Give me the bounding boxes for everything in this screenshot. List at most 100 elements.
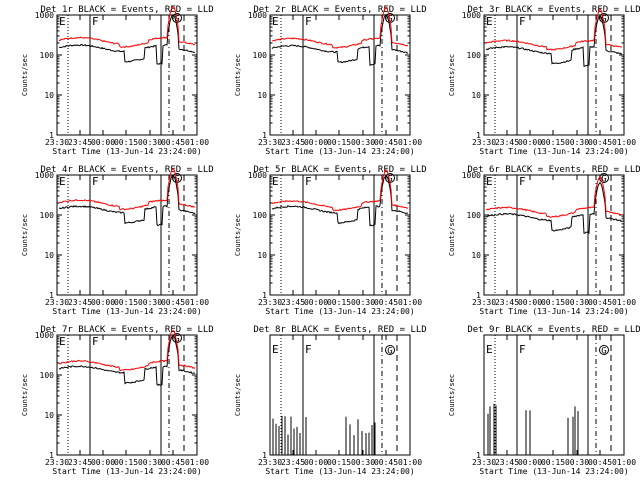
x-tick-label: 00:45 bbox=[161, 138, 185, 147]
marker-label-f: F bbox=[519, 343, 526, 356]
marker-label-e: E bbox=[59, 175, 66, 188]
y-tick-label: 1 bbox=[49, 131, 54, 140]
x-tick-label: 23:45 bbox=[281, 458, 305, 467]
x-axis-label: Start Time (13-Jun-14 23:24:00) bbox=[479, 467, 628, 476]
marker-label-g: G bbox=[601, 347, 606, 357]
y-tick-label: 100 bbox=[40, 371, 55, 380]
x-tick-label: 00:45 bbox=[374, 458, 398, 467]
x-tick-label: 23:30 bbox=[258, 138, 282, 147]
x-tick-label: 23:30 bbox=[45, 298, 69, 307]
series-line-lld bbox=[485, 176, 622, 218]
plot-panel-3: Det 3r BLACK = Events, RED = LLD 1 10 100 10… bbox=[448, 5, 640, 156]
series-line-lld bbox=[271, 169, 408, 212]
x-tick-label: 00:45 bbox=[374, 138, 398, 147]
marker-label-g: G bbox=[174, 335, 179, 345]
y-tick-label: 100 bbox=[40, 211, 55, 220]
y-tick-label: 1 bbox=[476, 131, 481, 140]
marker-label-f: F bbox=[305, 343, 312, 356]
y-tick-label: 1 bbox=[476, 291, 481, 300]
plot-title: Det 3r BLACK = Events, RED = LLD bbox=[467, 5, 640, 15]
x-tick-label: 00:00 bbox=[518, 138, 542, 147]
x-axis-label: Start Time (13-Jun-14 23:24:00) bbox=[479, 307, 628, 316]
y-tick-label: 1000 bbox=[35, 11, 54, 20]
y-tick-label: 10 bbox=[257, 251, 267, 260]
x-tick-label: 23:45 bbox=[495, 138, 519, 147]
plot-panel-8: Det 8r BLACK = Events, RED = LLD 1 Counts/… bbox=[234, 325, 427, 476]
y-axis-label: Counts/sec bbox=[21, 214, 29, 256]
y-tick-label: 100 bbox=[253, 211, 268, 220]
series-line-events bbox=[485, 181, 623, 235]
x-tick-label: 00:30 bbox=[565, 138, 589, 147]
y-tick-label: 100 bbox=[40, 51, 55, 60]
marker-label-g: G bbox=[601, 175, 606, 185]
marker-label-f: F bbox=[519, 15, 526, 28]
y-axis-label: Counts/sec bbox=[234, 214, 242, 256]
y-axis-label: Counts/sec bbox=[448, 54, 456, 96]
marker-label-g: G bbox=[387, 347, 392, 357]
marker-g-circle bbox=[385, 345, 395, 355]
y-tick-label: 10 bbox=[44, 91, 54, 100]
y-tick-label: 1 bbox=[49, 451, 54, 460]
plot-title: Det 2r BLACK = Events, RED = LLD bbox=[253, 5, 426, 15]
plot-panel-9: Det 9r BLACK = Events, RED = LLD 1 Counts/… bbox=[448, 325, 640, 476]
y-tick-label: 1 bbox=[262, 131, 267, 140]
x-tick-label: 00:00 bbox=[518, 458, 542, 467]
marker-label-f: F bbox=[519, 175, 526, 188]
x-tick-label: 00:30 bbox=[565, 298, 589, 307]
x-tick-label: 23:45 bbox=[281, 138, 305, 147]
y-tick-label: 100 bbox=[467, 51, 482, 60]
series-line-lld bbox=[271, 6, 409, 49]
series-line-lld bbox=[58, 5, 196, 48]
plot-title: Det 7r BLACK = Events, RED = LLD bbox=[40, 325, 213, 335]
x-tick-label: 01:00 bbox=[398, 298, 422, 307]
plot-title: Det 6r BLACK = Events, RED = LLD bbox=[467, 165, 640, 175]
plot-title: Det 5r BLACK = Events, RED = LLD bbox=[253, 165, 426, 175]
y-axis-label: Counts/sec bbox=[234, 54, 242, 96]
x-axis-label: Start Time (13-Jun-14 23:24:00) bbox=[265, 307, 414, 316]
x-tick-label: 00:30 bbox=[351, 138, 375, 147]
x-tick-label: 00:15 bbox=[327, 138, 351, 147]
x-tick-label: 00:15 bbox=[541, 298, 565, 307]
x-tick-label: 00:30 bbox=[138, 298, 162, 307]
marker-label-f: F bbox=[92, 15, 99, 28]
marker-label-f: F bbox=[305, 175, 312, 188]
y-tick-label: 1000 bbox=[35, 171, 54, 180]
x-tick-label: 23:45 bbox=[495, 458, 519, 467]
x-tick-label: 23:45 bbox=[68, 298, 92, 307]
plot-frame bbox=[56, 174, 198, 296]
y-axis-label: Counts/sec bbox=[448, 214, 456, 256]
x-tick-label: 00:45 bbox=[588, 458, 612, 467]
y-tick-label: 1000 bbox=[248, 171, 267, 180]
x-tick-label: 23:45 bbox=[68, 138, 92, 147]
plot-panel-2: Det 2r BLACK = Events, RED = LLD 1 10 100 10… bbox=[234, 5, 427, 156]
x-tick-label: 00:30 bbox=[565, 458, 589, 467]
marker-label-g: G bbox=[387, 175, 392, 185]
series-line-events bbox=[271, 174, 408, 227]
marker-label-g: G bbox=[601, 15, 606, 25]
x-tick-label: 00:45 bbox=[161, 458, 185, 467]
x-tick-label: 23:30 bbox=[472, 458, 496, 467]
plot-frame bbox=[269, 174, 411, 296]
x-tick-label: 23:30 bbox=[258, 298, 282, 307]
marker-label-e: E bbox=[59, 335, 66, 348]
series-line-events bbox=[58, 14, 196, 65]
x-tick-label: 01:00 bbox=[398, 138, 422, 147]
x-tick-label: 23:45 bbox=[68, 458, 92, 467]
x-tick-label: 00:15 bbox=[114, 458, 138, 467]
y-tick-label: 1 bbox=[262, 451, 267, 460]
y-tick-label: 1 bbox=[49, 291, 54, 300]
x-axis-label: Start Time (13-Jun-14 23:24:00) bbox=[265, 467, 414, 476]
series-line-lld bbox=[58, 168, 196, 211]
y-tick-label: 1 bbox=[262, 291, 267, 300]
x-tick-label: 23:45 bbox=[495, 298, 519, 307]
plot-frame bbox=[483, 174, 625, 296]
x-axis-label: Start Time (13-Jun-14 23:24:00) bbox=[52, 147, 201, 156]
plot-panel-6: Det 6r BLACK = Events, RED = LLD 1 10 100 10… bbox=[448, 165, 640, 316]
plot-frame bbox=[56, 14, 198, 136]
plot-frame bbox=[56, 334, 198, 456]
y-axis-label: Counts/sec bbox=[21, 374, 29, 416]
plot-panel-1: Det 1r BLACK = Events, RED = LLD 1 10 100 10… bbox=[21, 5, 214, 156]
marker-label-f: F bbox=[305, 15, 312, 28]
y-axis-label: Counts/sec bbox=[448, 374, 456, 416]
plot-frame bbox=[269, 14, 411, 136]
